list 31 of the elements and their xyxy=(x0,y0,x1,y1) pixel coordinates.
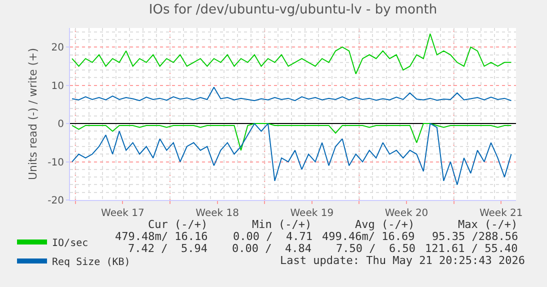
x-tick-label: Week 20 xyxy=(384,208,428,219)
y-tick-label: 10 xyxy=(51,80,64,92)
text: 121.61 / 55.40 xyxy=(425,242,518,255)
chart-title: IOs for /dev/ubuntu-vg/ubuntu-lv - by month xyxy=(148,2,438,18)
text: 0.00 / 4.84 xyxy=(232,242,312,255)
x-tick-label: Week 19 xyxy=(290,208,334,219)
text: Last update: Thu May 21 20:25:43 2026 xyxy=(280,254,526,267)
line-series xyxy=(72,33,512,74)
legend-label: IO/sec xyxy=(52,238,88,249)
x-tick-label: Week 17 xyxy=(101,208,144,219)
line-series xyxy=(72,123,512,151)
legend-label: Req Size (KB) xyxy=(52,256,130,268)
y-tick-label: -10 xyxy=(48,157,64,168)
line-series xyxy=(72,123,512,186)
text: Cur (-/+) xyxy=(148,218,208,231)
text: 0.00 / 4.71 xyxy=(233,230,312,243)
text: Min (-/+) xyxy=(252,218,312,231)
text: Max (-/+) xyxy=(458,218,518,231)
text: 7.50 / 6.50 xyxy=(336,242,416,255)
x-tick-label: Week 21 xyxy=(479,208,523,219)
y-tick-label: -20 xyxy=(48,196,64,206)
text: Avg (-/+) xyxy=(355,218,415,231)
line-series xyxy=(72,86,512,102)
text: 479.48m/ 16.16 xyxy=(115,230,208,243)
y-axis-title: Units read (-) / write (+) xyxy=(26,48,40,180)
y-tick-label: 0 xyxy=(58,119,64,130)
x-tick-label: Week 18 xyxy=(196,208,239,219)
text: 499.46m/ 16.69 xyxy=(322,230,415,243)
text: 95.35 /288.56 xyxy=(432,230,518,243)
text: 7.42 / 5.94 xyxy=(128,242,208,255)
y-tick-label: 20 xyxy=(51,42,64,54)
